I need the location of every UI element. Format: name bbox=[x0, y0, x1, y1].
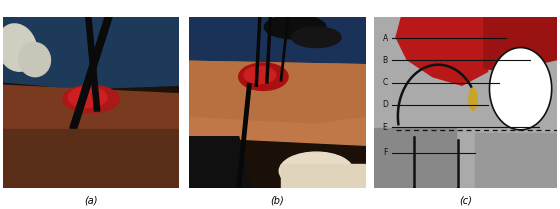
Ellipse shape bbox=[0, 24, 37, 71]
Bar bbox=[281, 164, 366, 188]
Ellipse shape bbox=[239, 63, 288, 90]
Polygon shape bbox=[489, 48, 552, 130]
Polygon shape bbox=[396, 17, 488, 85]
Ellipse shape bbox=[68, 87, 107, 108]
Polygon shape bbox=[70, 17, 112, 128]
Text: C: C bbox=[382, 78, 388, 87]
Ellipse shape bbox=[279, 152, 353, 190]
Ellipse shape bbox=[292, 27, 341, 48]
Polygon shape bbox=[86, 17, 100, 111]
Polygon shape bbox=[374, 128, 456, 188]
Polygon shape bbox=[189, 17, 366, 71]
Text: (b): (b) bbox=[270, 196, 284, 206]
Ellipse shape bbox=[469, 88, 477, 110]
Polygon shape bbox=[189, 137, 251, 188]
Polygon shape bbox=[475, 133, 557, 188]
Ellipse shape bbox=[244, 66, 276, 84]
Text: F: F bbox=[383, 148, 388, 157]
Polygon shape bbox=[189, 61, 366, 123]
Polygon shape bbox=[189, 61, 366, 145]
Text: E: E bbox=[382, 123, 388, 132]
Polygon shape bbox=[3, 17, 179, 89]
Text: B: B bbox=[382, 56, 388, 65]
Text: D: D bbox=[382, 101, 388, 110]
Polygon shape bbox=[3, 89, 179, 188]
Text: A: A bbox=[382, 34, 388, 43]
Text: (a): (a) bbox=[84, 196, 98, 206]
Ellipse shape bbox=[18, 42, 50, 77]
Polygon shape bbox=[484, 17, 557, 71]
Text: (c): (c) bbox=[459, 196, 472, 206]
Ellipse shape bbox=[264, 15, 326, 39]
Polygon shape bbox=[3, 85, 179, 128]
Ellipse shape bbox=[63, 85, 119, 113]
